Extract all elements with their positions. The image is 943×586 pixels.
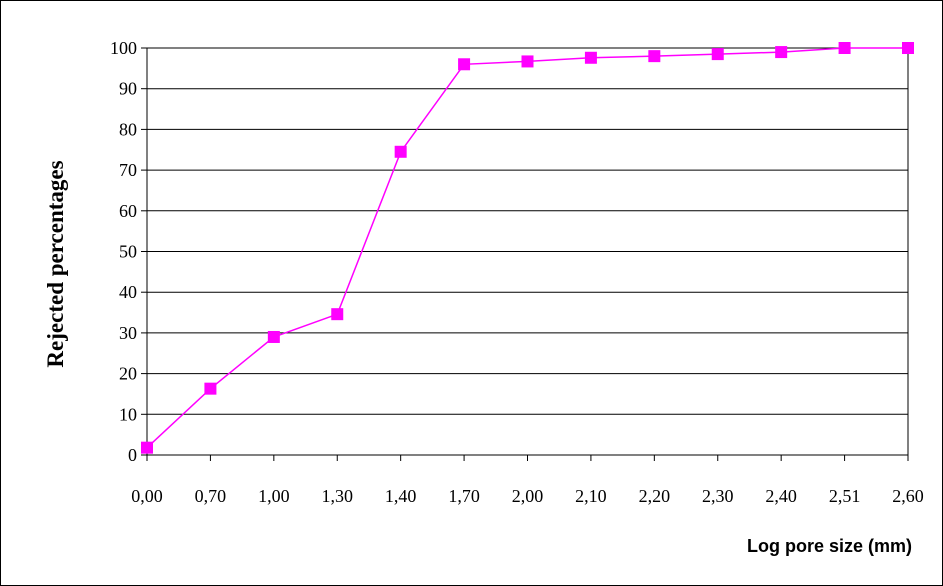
y-axis-title: Rejected percentages <box>43 160 68 367</box>
y-tick-label: 60 <box>119 201 137 221</box>
x-tick-label: 2,30 <box>702 486 734 506</box>
data-point-marker <box>458 58 471 71</box>
x-tick-label: 1,40 <box>385 486 417 506</box>
x-tick-labels: 0,00 0,70 1,00 1,30 1,40 1,70 2,00 2,10 2,20 2,30… <box>131 486 924 506</box>
y-tick-label: 30 <box>119 323 137 343</box>
y-tick-label: 70 <box>119 160 137 180</box>
x-tick-label: 1,00 <box>258 486 290 506</box>
axes <box>141 47 909 461</box>
x-tick-label: 2,51 <box>829 486 861 506</box>
x-tick-label: 2,10 <box>575 486 607 506</box>
y-tick-label: 10 <box>119 404 137 424</box>
x-axis-title: Log pore size (mm) <box>747 536 912 556</box>
data-point-marker <box>838 42 851 54</box>
data-point-marker <box>204 382 217 395</box>
gridlines <box>147 47 908 415</box>
x-tick-label: 2,00 <box>512 486 544 506</box>
x-tick-label: 2,20 <box>639 486 671 506</box>
data-point-marker <box>584 51 597 64</box>
data-point-marker <box>141 441 153 454</box>
x-tick-label: 2,40 <box>765 486 797 506</box>
data-point-marker <box>267 330 280 343</box>
x-tick-label: 1,30 <box>322 486 354 506</box>
y-tick-label: 0 <box>128 445 137 465</box>
y-tick-label: 100 <box>110 38 137 58</box>
y-tick-label: 20 <box>119 364 137 384</box>
series-layer <box>141 42 914 454</box>
x-tick-label: 0,00 <box>131 486 163 506</box>
series-line <box>146 47 908 449</box>
x-tick-label: 1,70 <box>448 486 480 506</box>
data-point-marker <box>902 42 914 54</box>
x-tick-label: 2,60 <box>892 486 924 506</box>
y-tick-label: 90 <box>119 79 137 99</box>
data-point-marker <box>394 145 407 158</box>
data-point-marker <box>648 50 661 63</box>
y-tick-label: 50 <box>119 242 137 262</box>
data-point-marker <box>331 308 344 321</box>
y-tick-labels: 0 10 20 30 40 50 60 70 80 90 100 <box>110 38 137 465</box>
data-point-marker <box>521 55 534 68</box>
data-point-marker <box>711 48 724 61</box>
x-tick-label: 0,70 <box>195 486 227 506</box>
y-tick-label: 40 <box>119 282 137 302</box>
y-tick-label: 80 <box>119 119 137 139</box>
data-point-marker <box>775 46 788 59</box>
